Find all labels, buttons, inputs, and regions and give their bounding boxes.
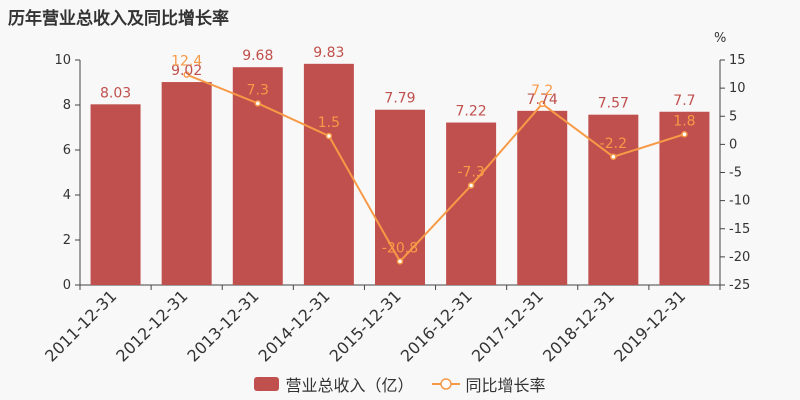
- bar: [659, 111, 710, 285]
- growth-value-label: 7.3: [247, 82, 269, 98]
- y-left-tick-label: 10: [54, 53, 71, 68]
- y-right-tick-label: -25: [729, 278, 750, 293]
- legend-item-growth[interactable]: 同比增长率: [431, 372, 546, 396]
- y-right-tick-label: 0: [729, 137, 737, 152]
- y-left-tick-label: 6: [63, 143, 71, 158]
- bar: [588, 114, 639, 285]
- x-tick-label: 2019-12-31: [610, 286, 689, 365]
- bar-value-label: 9.83: [313, 45, 344, 61]
- legend-revenue-label: 营业总收入（亿）: [285, 376, 414, 395]
- y-right-tick-label: -20: [729, 250, 750, 265]
- y-right-tick-label: -5: [729, 166, 742, 181]
- bar: [232, 67, 283, 285]
- y-left-tick-label: 0: [63, 278, 71, 293]
- growth-point: [681, 131, 688, 138]
- growth-value-label: 12.4: [171, 54, 202, 70]
- growth-line: [186, 73, 685, 264]
- bar-value-label: 7.74: [527, 92, 558, 108]
- legend-item-revenue[interactable]: 营业总收入（亿）: [254, 372, 414, 396]
- growth-value-label: -2.2: [600, 136, 627, 152]
- legend: 营业总收入（亿） 同比增长率: [0, 372, 800, 396]
- y-left-tick-label: 4: [63, 188, 71, 203]
- y-right-tick-label: -15: [729, 222, 750, 237]
- growth-value-label: -20.8: [382, 240, 418, 256]
- bar-value-label: 7.57: [598, 96, 629, 112]
- y-right-tick-label: 10: [729, 81, 746, 96]
- y-right-unit-label: %: [714, 31, 726, 46]
- legend-line-marker: [439, 378, 452, 390]
- chart-title: 历年营业总收入及同比增长率: [8, 9, 229, 29]
- bar: [161, 82, 212, 285]
- growth-point: [325, 132, 333, 140]
- legend-bar-swatch: [254, 377, 280, 391]
- growth-value-label: 1.8: [673, 113, 695, 129]
- x-tick-label: 2015-12-31: [326, 286, 405, 365]
- bar-value-label: 7.79: [384, 91, 415, 107]
- growth-point: [254, 100, 262, 107]
- x-tick-label: 2017-12-31: [468, 286, 547, 365]
- x-tick-label: 2013-12-31: [183, 286, 262, 365]
- bar: [517, 110, 568, 285]
- growth-point: [610, 153, 617, 160]
- bar-value-label: 7.7: [673, 93, 695, 109]
- growth-value-label: 1.5: [318, 115, 340, 131]
- bar: [303, 63, 354, 286]
- x-tick-label: 2018-12-31: [539, 286, 618, 365]
- y-right-tick-label: 15: [729, 53, 746, 68]
- legend-line-swatch: [431, 378, 460, 390]
- bar-value-label: 9.68: [242, 48, 273, 64]
- growth-value-label: -7.3: [457, 164, 484, 180]
- y-right-tick-label: 5: [729, 109, 737, 124]
- legend-growth-label: 同比增长率: [465, 376, 546, 395]
- y-left-tick-label: 8: [63, 98, 71, 113]
- x-tick-label: 2014-12-31: [255, 286, 334, 365]
- growth-value-label: 7.2: [531, 83, 553, 99]
- growth-point: [467, 182, 475, 189]
- bar: [375, 109, 425, 285]
- x-tick-label: 2012-12-31: [112, 286, 191, 365]
- growth-point: [538, 100, 546, 108]
- x-tick-label: 2011-12-31: [41, 286, 120, 365]
- bar-value-label: 9.02: [171, 63, 202, 79]
- bar-value-label: 7.22: [456, 104, 487, 120]
- growth-point: [396, 258, 404, 265]
- bar-value-label: 8.03: [100, 85, 131, 101]
- growth-point: [183, 71, 190, 78]
- x-tick-label: 2016-12-31: [397, 286, 476, 365]
- y-left-tick-label: 2: [63, 233, 71, 248]
- bar: [90, 104, 141, 285]
- y-right-tick-label: -10: [729, 194, 750, 209]
